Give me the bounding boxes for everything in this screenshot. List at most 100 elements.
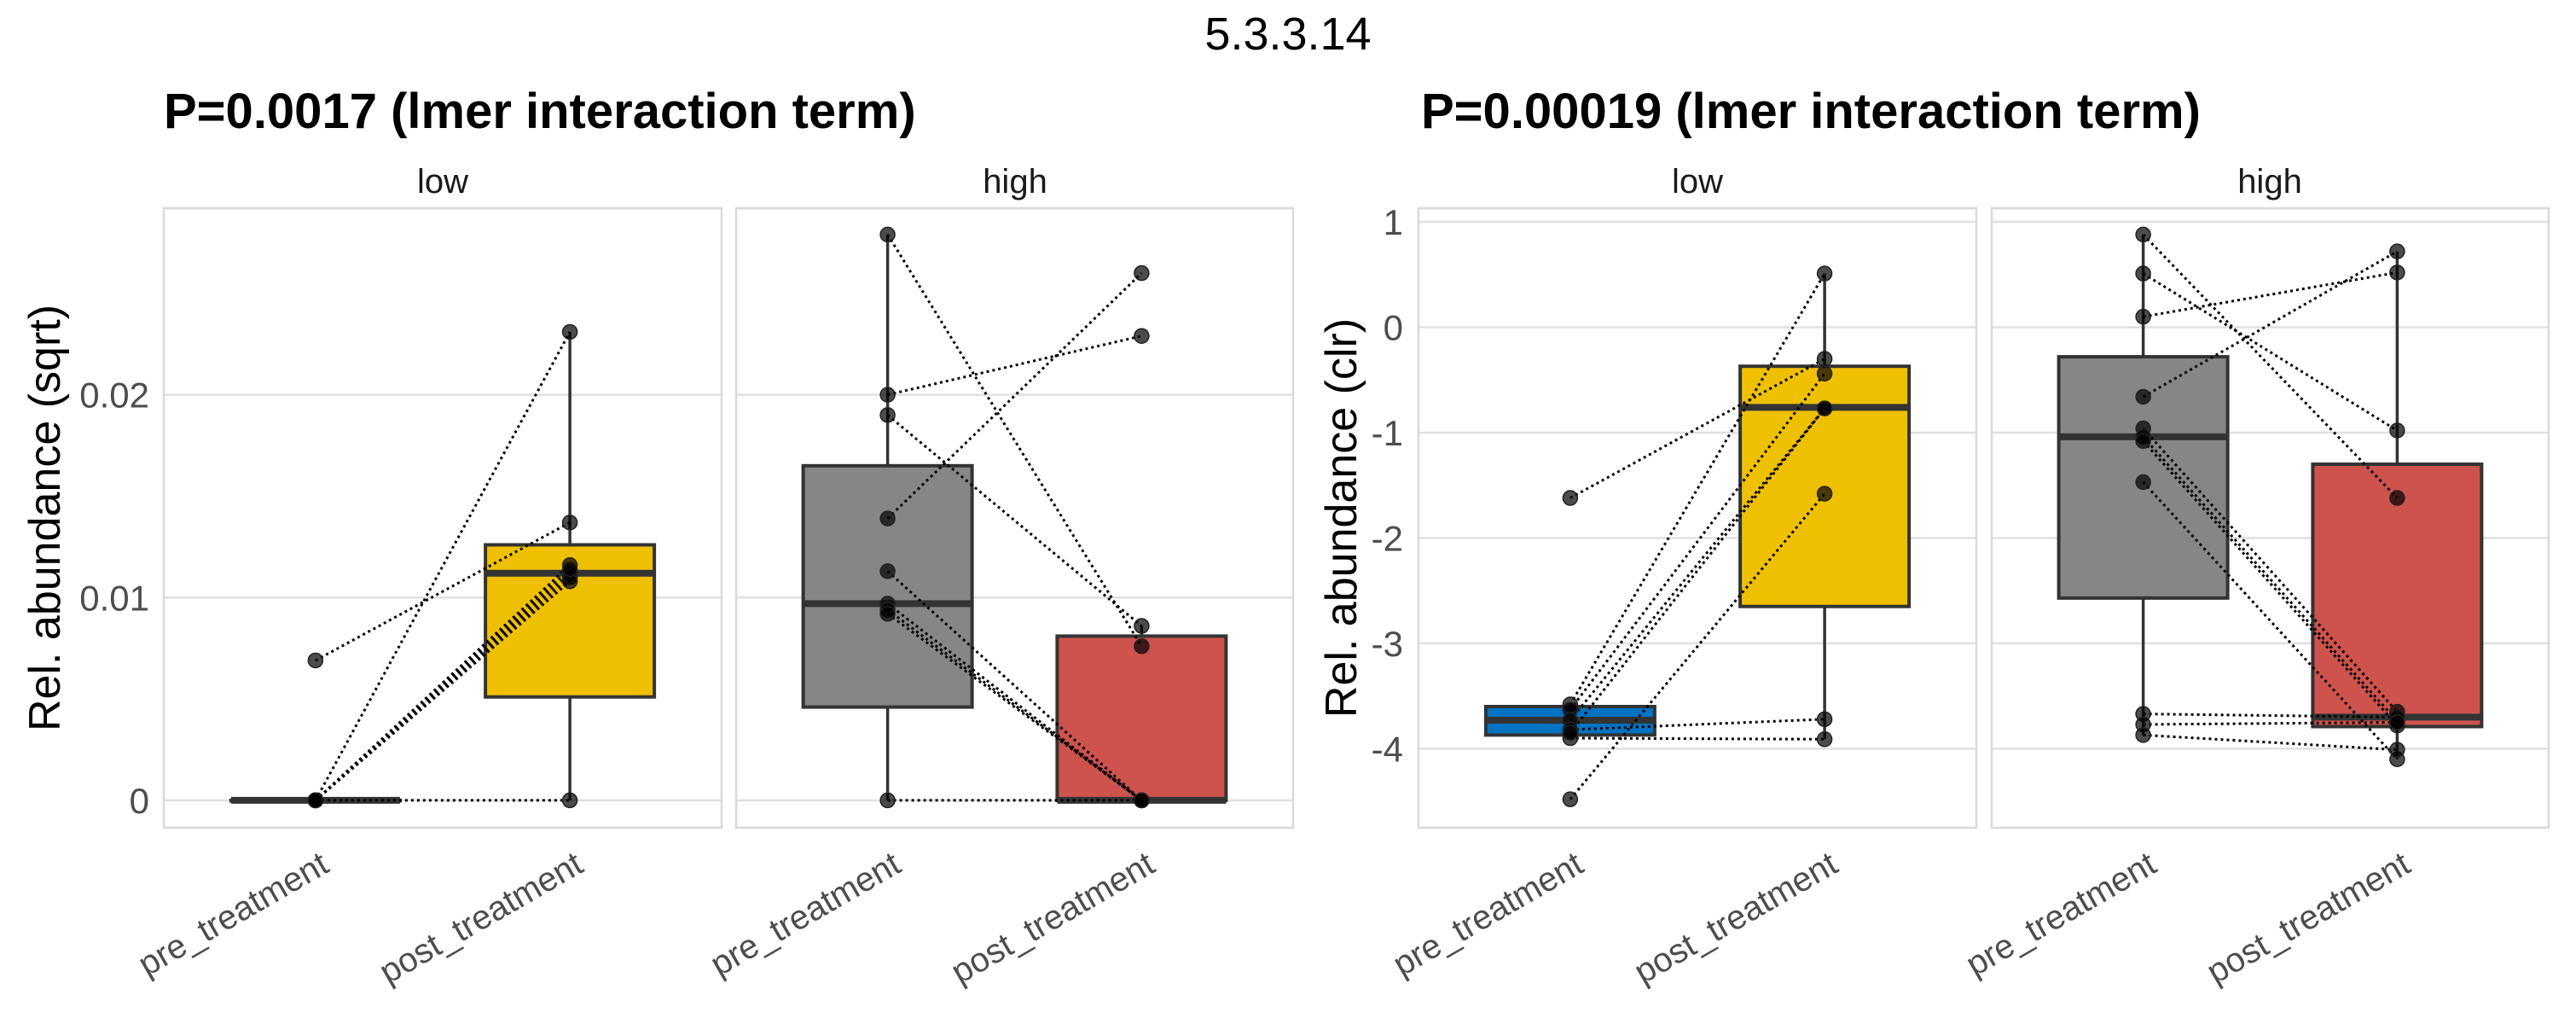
data-point (2135, 474, 2151, 491)
paired-line (886, 271, 1143, 520)
data-point (2389, 490, 2405, 506)
chart-title: P=0.0017 (lmer interaction term) (164, 84, 916, 139)
paired-line (1569, 407, 1826, 722)
boxplot-post_treatment (1055, 625, 1228, 804)
facet-plot-area (162, 207, 723, 829)
data-point (879, 226, 896, 243)
paired-line (2142, 272, 2399, 432)
facet-plot-area (1417, 207, 1978, 829)
data-point (879, 407, 896, 423)
paired-line (315, 521, 571, 662)
paired-line (314, 331, 571, 801)
x-tick-label: post_treatment (945, 845, 1161, 992)
x-tick-label: pre_treatment (1387, 845, 1590, 984)
boxplot-post_treatment (2311, 251, 2484, 759)
data-point (2135, 308, 2151, 325)
facet-low: low pre_treatment post_treatment (132, 163, 723, 991)
data-point (2389, 742, 2405, 758)
paired-line (2142, 233, 2399, 499)
y-axis-label: Rel. abundance (clr) (1317, 318, 1366, 718)
x-tick-label: pre_treatment (132, 845, 335, 984)
data-point (879, 606, 896, 622)
y-tick-label: -1 (1372, 413, 1403, 453)
panel-border (162, 207, 723, 829)
chart-sqrt: P=0.0017 (lmer interaction term) Rel. ab… (20, 84, 1295, 992)
facet-plot-area (734, 207, 1295, 829)
data-point (307, 792, 324, 809)
paired-line (2142, 250, 2399, 399)
facet-strip-label: high (983, 163, 1047, 201)
data-point (1134, 618, 1150, 634)
facet-strip-label: low (1672, 163, 1723, 201)
chart-title: P=0.00019 (lmer interaction term) (1421, 84, 2201, 139)
figure-main-title: 5.3.3.14 (1204, 9, 1371, 60)
facet-strip-label: low (417, 163, 468, 201)
data-point (2135, 727, 2151, 743)
paired-line (886, 414, 1143, 627)
data-point (1134, 328, 1150, 344)
data-point (2135, 433, 2151, 450)
y-tick-label: -2 (1372, 518, 1403, 558)
paired-line (1569, 492, 1826, 800)
data-point (1816, 731, 1833, 748)
y-axis-ticks: 0 0.01 0.02 (79, 375, 149, 821)
paired-line (2143, 271, 2398, 318)
paired-line (886, 613, 1143, 802)
x-tick-label: pre_treatment (1959, 845, 2162, 984)
y-tick-label: 0 (130, 781, 149, 821)
panel-border (1417, 207, 1978, 829)
data-point (1134, 265, 1150, 282)
x-tick-label: post_treatment (1628, 845, 1844, 992)
data-point (879, 510, 896, 527)
y-axis-label: Rel. abundance (sqrt) (20, 305, 70, 731)
data-point (2389, 265, 2405, 281)
data-point (2389, 243, 2405, 259)
paired-line (2142, 435, 2399, 723)
paired-line (2143, 721, 2398, 726)
y-tick-label: 0 (1384, 308, 1403, 348)
data-point (1816, 711, 1833, 728)
data-point (1562, 490, 1579, 506)
paired-line (2143, 713, 2398, 719)
data-point (879, 792, 896, 809)
facet-plot-area (1990, 207, 2550, 829)
data-point (2135, 226, 2151, 243)
panel-border (1990, 207, 2550, 829)
panel-background (164, 208, 722, 828)
paired-line (2142, 439, 2399, 727)
boxplot-pre_treatment (801, 234, 974, 800)
data-point (307, 652, 324, 669)
y-axis-ticks: -4 -3 -2 -1 0 1 (1372, 202, 1403, 769)
data-point (1816, 265, 1833, 282)
y-tick-label: -4 (1372, 729, 1403, 769)
paired-line (886, 608, 1143, 802)
data-point (1134, 638, 1150, 655)
paired-line (314, 576, 571, 802)
panel-border (734, 207, 1295, 829)
facet-high: high pre_treatment post_treatment (1959, 163, 2550, 991)
data-point (1562, 724, 1579, 742)
box-iqr (2311, 463, 2484, 729)
paired-line (1569, 372, 1826, 711)
data-point (1816, 365, 1833, 382)
paired-line (314, 580, 571, 802)
data-point (2389, 714, 2405, 730)
facet-low: low pre_treatment post_treatment (1387, 163, 1978, 992)
data-point (1134, 792, 1150, 809)
facet-strip-label: high (2237, 163, 2302, 201)
paired-line (2143, 733, 2398, 752)
y-tick-label: 0.01 (79, 578, 149, 618)
x-tick-label: pre_treatment (704, 845, 907, 984)
paired-line (314, 564, 571, 802)
data-point (561, 792, 578, 809)
paired-line (887, 335, 1142, 397)
y-tick-label: -3 (1372, 624, 1403, 664)
paired-line (2142, 428, 2399, 713)
data-point (1816, 351, 1833, 367)
data-point (2135, 388, 2151, 405)
data-point (1816, 400, 1833, 416)
paired-line (1569, 736, 1825, 741)
data-point (561, 323, 578, 340)
box-iqr (801, 463, 974, 709)
